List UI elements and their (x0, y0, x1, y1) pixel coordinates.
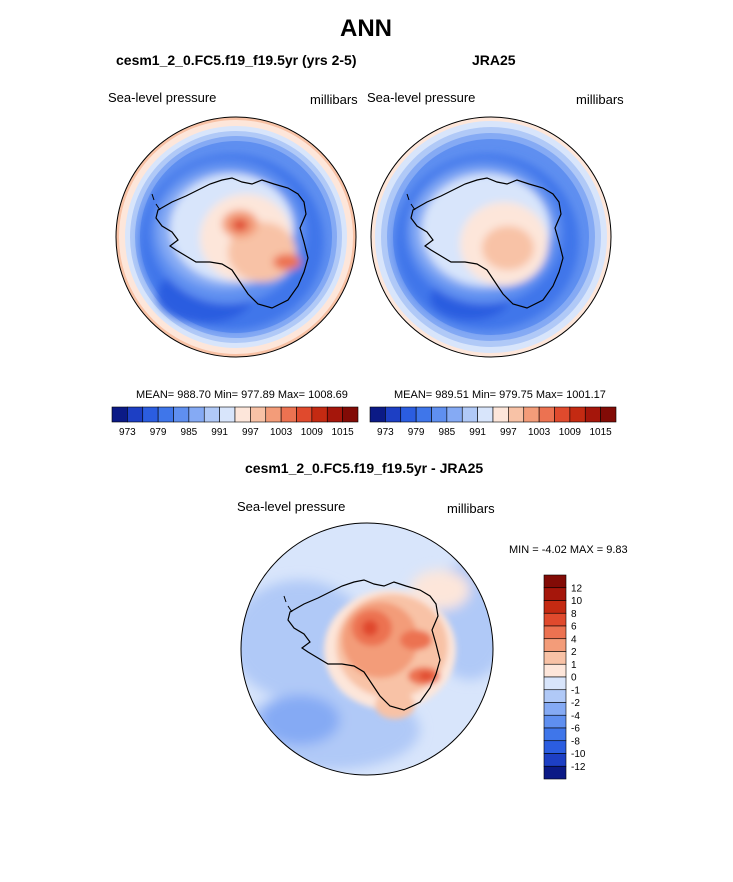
colorbar-tick-label: -10 (571, 749, 586, 760)
diff-units-label: millibars (447, 501, 495, 516)
diff-stats: MIN = -4.02 MAX = 9.83 (509, 544, 628, 556)
colorbar-swatch (508, 406, 525, 423)
colorbar-tick-label: -2 (571, 698, 580, 709)
right-field-label: Sea-level pressure (367, 90, 476, 105)
left-field-label: Sea-level pressure (108, 90, 217, 105)
colorbar-swatch (569, 406, 586, 423)
colorbar-tick-label: 973 (119, 427, 136, 438)
colorbar-tick-label: 0 (571, 673, 577, 684)
right-stats: MEAN= 989.51 Min= 979.75 Max= 1001.17 (394, 389, 606, 401)
colorbar-swatch (250, 406, 267, 423)
right-units-label: millibars (576, 92, 624, 107)
colorbar-tick-label: 991 (211, 427, 228, 438)
colorbar-swatch (142, 406, 159, 423)
colorbar-swatch (326, 406, 343, 423)
colorbar-swatch (385, 406, 402, 423)
colorbar-tick-label: -8 (571, 736, 580, 747)
colorbar-swatch (543, 625, 567, 640)
left-map (115, 116, 357, 358)
diff-field-label: Sea-level pressure (237, 499, 346, 514)
right-map (370, 116, 612, 358)
colorbar-swatch (543, 587, 567, 601)
colorbar-swatch (543, 702, 567, 716)
colorbar-swatch (543, 740, 567, 754)
colorbar-swatch (543, 600, 567, 614)
colorbar-tick-label: 4 (571, 634, 577, 645)
colorbar-swatch (188, 406, 205, 423)
colorbar-swatch (477, 406, 494, 423)
colorbar-tick-label: 985 (181, 427, 198, 438)
colorbar-tick-label: 8 (571, 609, 577, 620)
colorbar-tick-label: 1 (571, 660, 577, 671)
colorbar-tick-label: 979 (408, 427, 425, 438)
diff-map (240, 522, 494, 776)
colorbar-swatch (203, 406, 220, 423)
colorbar-tick-label: 979 (150, 427, 167, 438)
colorbar-swatch (400, 406, 417, 423)
colorbar-swatch (296, 406, 313, 423)
colorbar-swatch (280, 406, 297, 423)
colorbar-swatch (342, 406, 359, 423)
colorbar-tick-label: -12 (571, 762, 586, 773)
colorbar-swatch (157, 406, 174, 423)
colorbar-tick-label: 1015 (332, 427, 355, 438)
colorbar-tick-label: -1 (571, 685, 580, 696)
colorbar-tick-label: 10 (571, 596, 583, 607)
colorbar-swatch (461, 406, 478, 423)
colorbar-swatch (543, 727, 567, 742)
colorbar-swatch (173, 406, 190, 423)
colorbar-tick-label: 997 (500, 427, 517, 438)
colorbar-swatch (446, 406, 463, 423)
colorbar-swatch (311, 406, 328, 423)
colorbar-tick-label: 1003 (270, 427, 293, 438)
colorbar-swatch (543, 651, 567, 665)
colorbar-tick-label: 1009 (301, 427, 324, 438)
colorbar-swatch (523, 406, 540, 423)
colorbar-tick-label: 6 (571, 622, 577, 633)
colorbar-tick-label: 1015 (590, 427, 613, 438)
colorbar-swatch (234, 406, 251, 423)
colorbar-swatch (543, 689, 567, 703)
colorbar-swatch (543, 714, 567, 729)
colorbar-swatch (265, 406, 282, 423)
colorbar-swatch (543, 765, 567, 780)
colorbar-swatch (584, 406, 601, 423)
colorbar-swatch (127, 406, 144, 423)
colorbar-tick-label: 985 (439, 427, 456, 438)
colorbar-swatch (554, 406, 571, 423)
page-title: ANN (340, 15, 392, 42)
colorbar-tick-label: 997 (242, 427, 259, 438)
left-stats: MEAN= 988.70 Min= 977.89 Max= 1008.69 (136, 389, 348, 401)
left-colorbar: 973 979 985 991 997 1003 1009 1015 (111, 406, 359, 438)
colorbar-swatch (369, 406, 386, 423)
colorbar-tick-label: 2 (571, 647, 577, 658)
colorbar-swatch (543, 612, 567, 627)
right-panel-title: JRA25 (472, 52, 516, 68)
colorbar-swatch (543, 676, 567, 691)
colorbar-tick-label: 991 (469, 427, 486, 438)
colorbar-tick-label: 1009 (559, 427, 582, 438)
colorbar-swatch (538, 406, 555, 423)
diff-panel-title: cesm1_2_0.FC5.f19_f19.5yr - JRA25 (245, 460, 484, 476)
colorbar-swatch (219, 406, 236, 423)
colorbar-swatch (111, 406, 128, 423)
colorbar-swatch (543, 663, 567, 678)
colorbar-tick-label: 973 (377, 427, 394, 438)
colorbar-swatch (543, 574, 567, 589)
colorbar-tick-label: -6 (571, 724, 580, 735)
colorbar-swatch (492, 406, 509, 423)
colorbar-swatch (600, 406, 617, 423)
left-panel-title: cesm1_2_0.FC5.f19_f19.5yr (yrs 2-5) (116, 52, 357, 68)
colorbar-swatch (415, 406, 432, 423)
colorbar-swatch (431, 406, 448, 423)
colorbar-swatch (543, 638, 567, 652)
colorbar-tick-label: 12 (571, 583, 583, 594)
colorbar-tick-label: 1003 (528, 427, 551, 438)
colorbar-tick-label: -4 (571, 711, 580, 722)
colorbar-swatch (543, 753, 567, 767)
right-colorbar: 973 979 985 991 997 1003 1009 1015 (369, 406, 617, 438)
left-units-label: millibars (310, 92, 358, 107)
